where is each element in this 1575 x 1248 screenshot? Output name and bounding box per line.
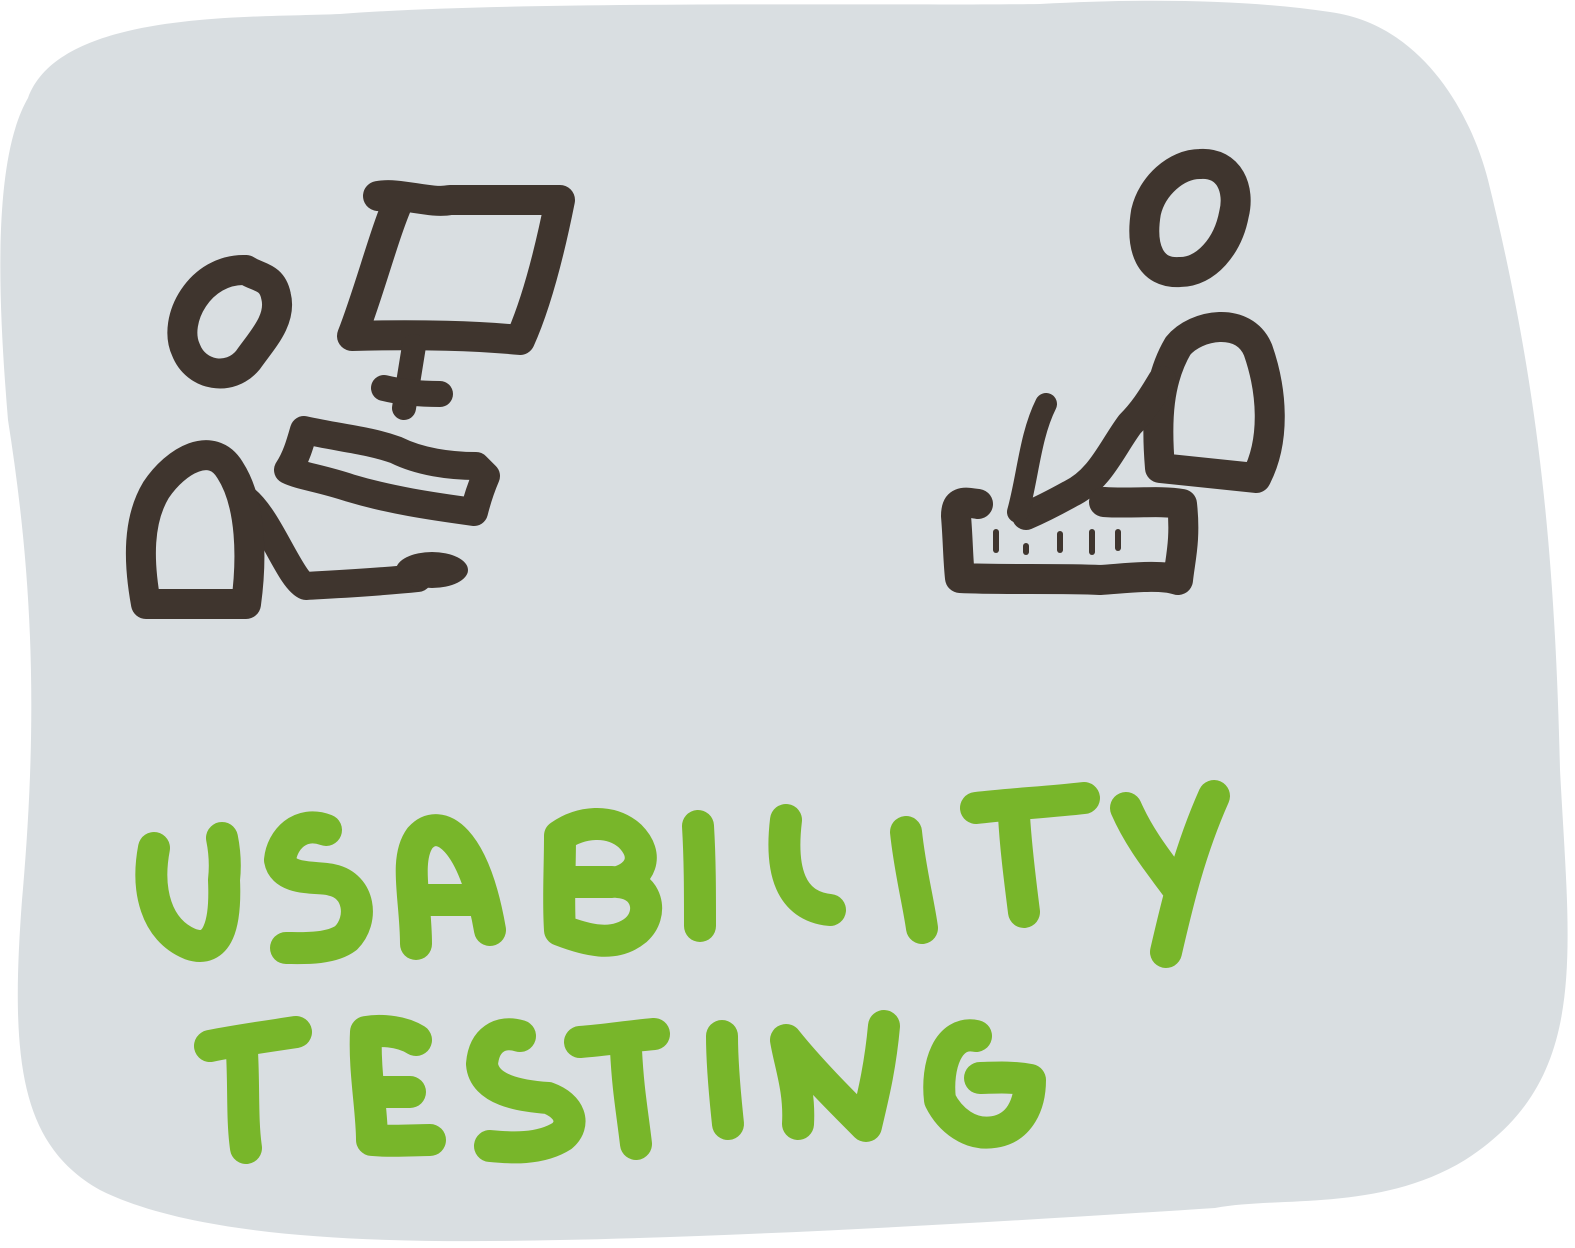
note-marks <box>993 529 1121 555</box>
mouse-icon <box>396 552 468 588</box>
observer-arm <box>1012 366 1176 530</box>
keyboard-icon <box>274 416 500 526</box>
tester-arm <box>232 486 432 600</box>
observer-head <box>1129 149 1251 288</box>
title-text: USABILITY TESTING <box>135 780 1230 1164</box>
notepad-icon <box>941 487 1199 595</box>
title-lettering <box>135 780 1230 1164</box>
tester-at-computer <box>125 180 575 619</box>
observer-with-notes <box>941 149 1285 595</box>
title-line-2: TESTING <box>618 1119 623 1121</box>
pen-icon <box>1007 393 1057 523</box>
monitor-icon <box>337 180 575 420</box>
tester-head <box>167 255 293 389</box>
tester-body <box>125 440 265 619</box>
